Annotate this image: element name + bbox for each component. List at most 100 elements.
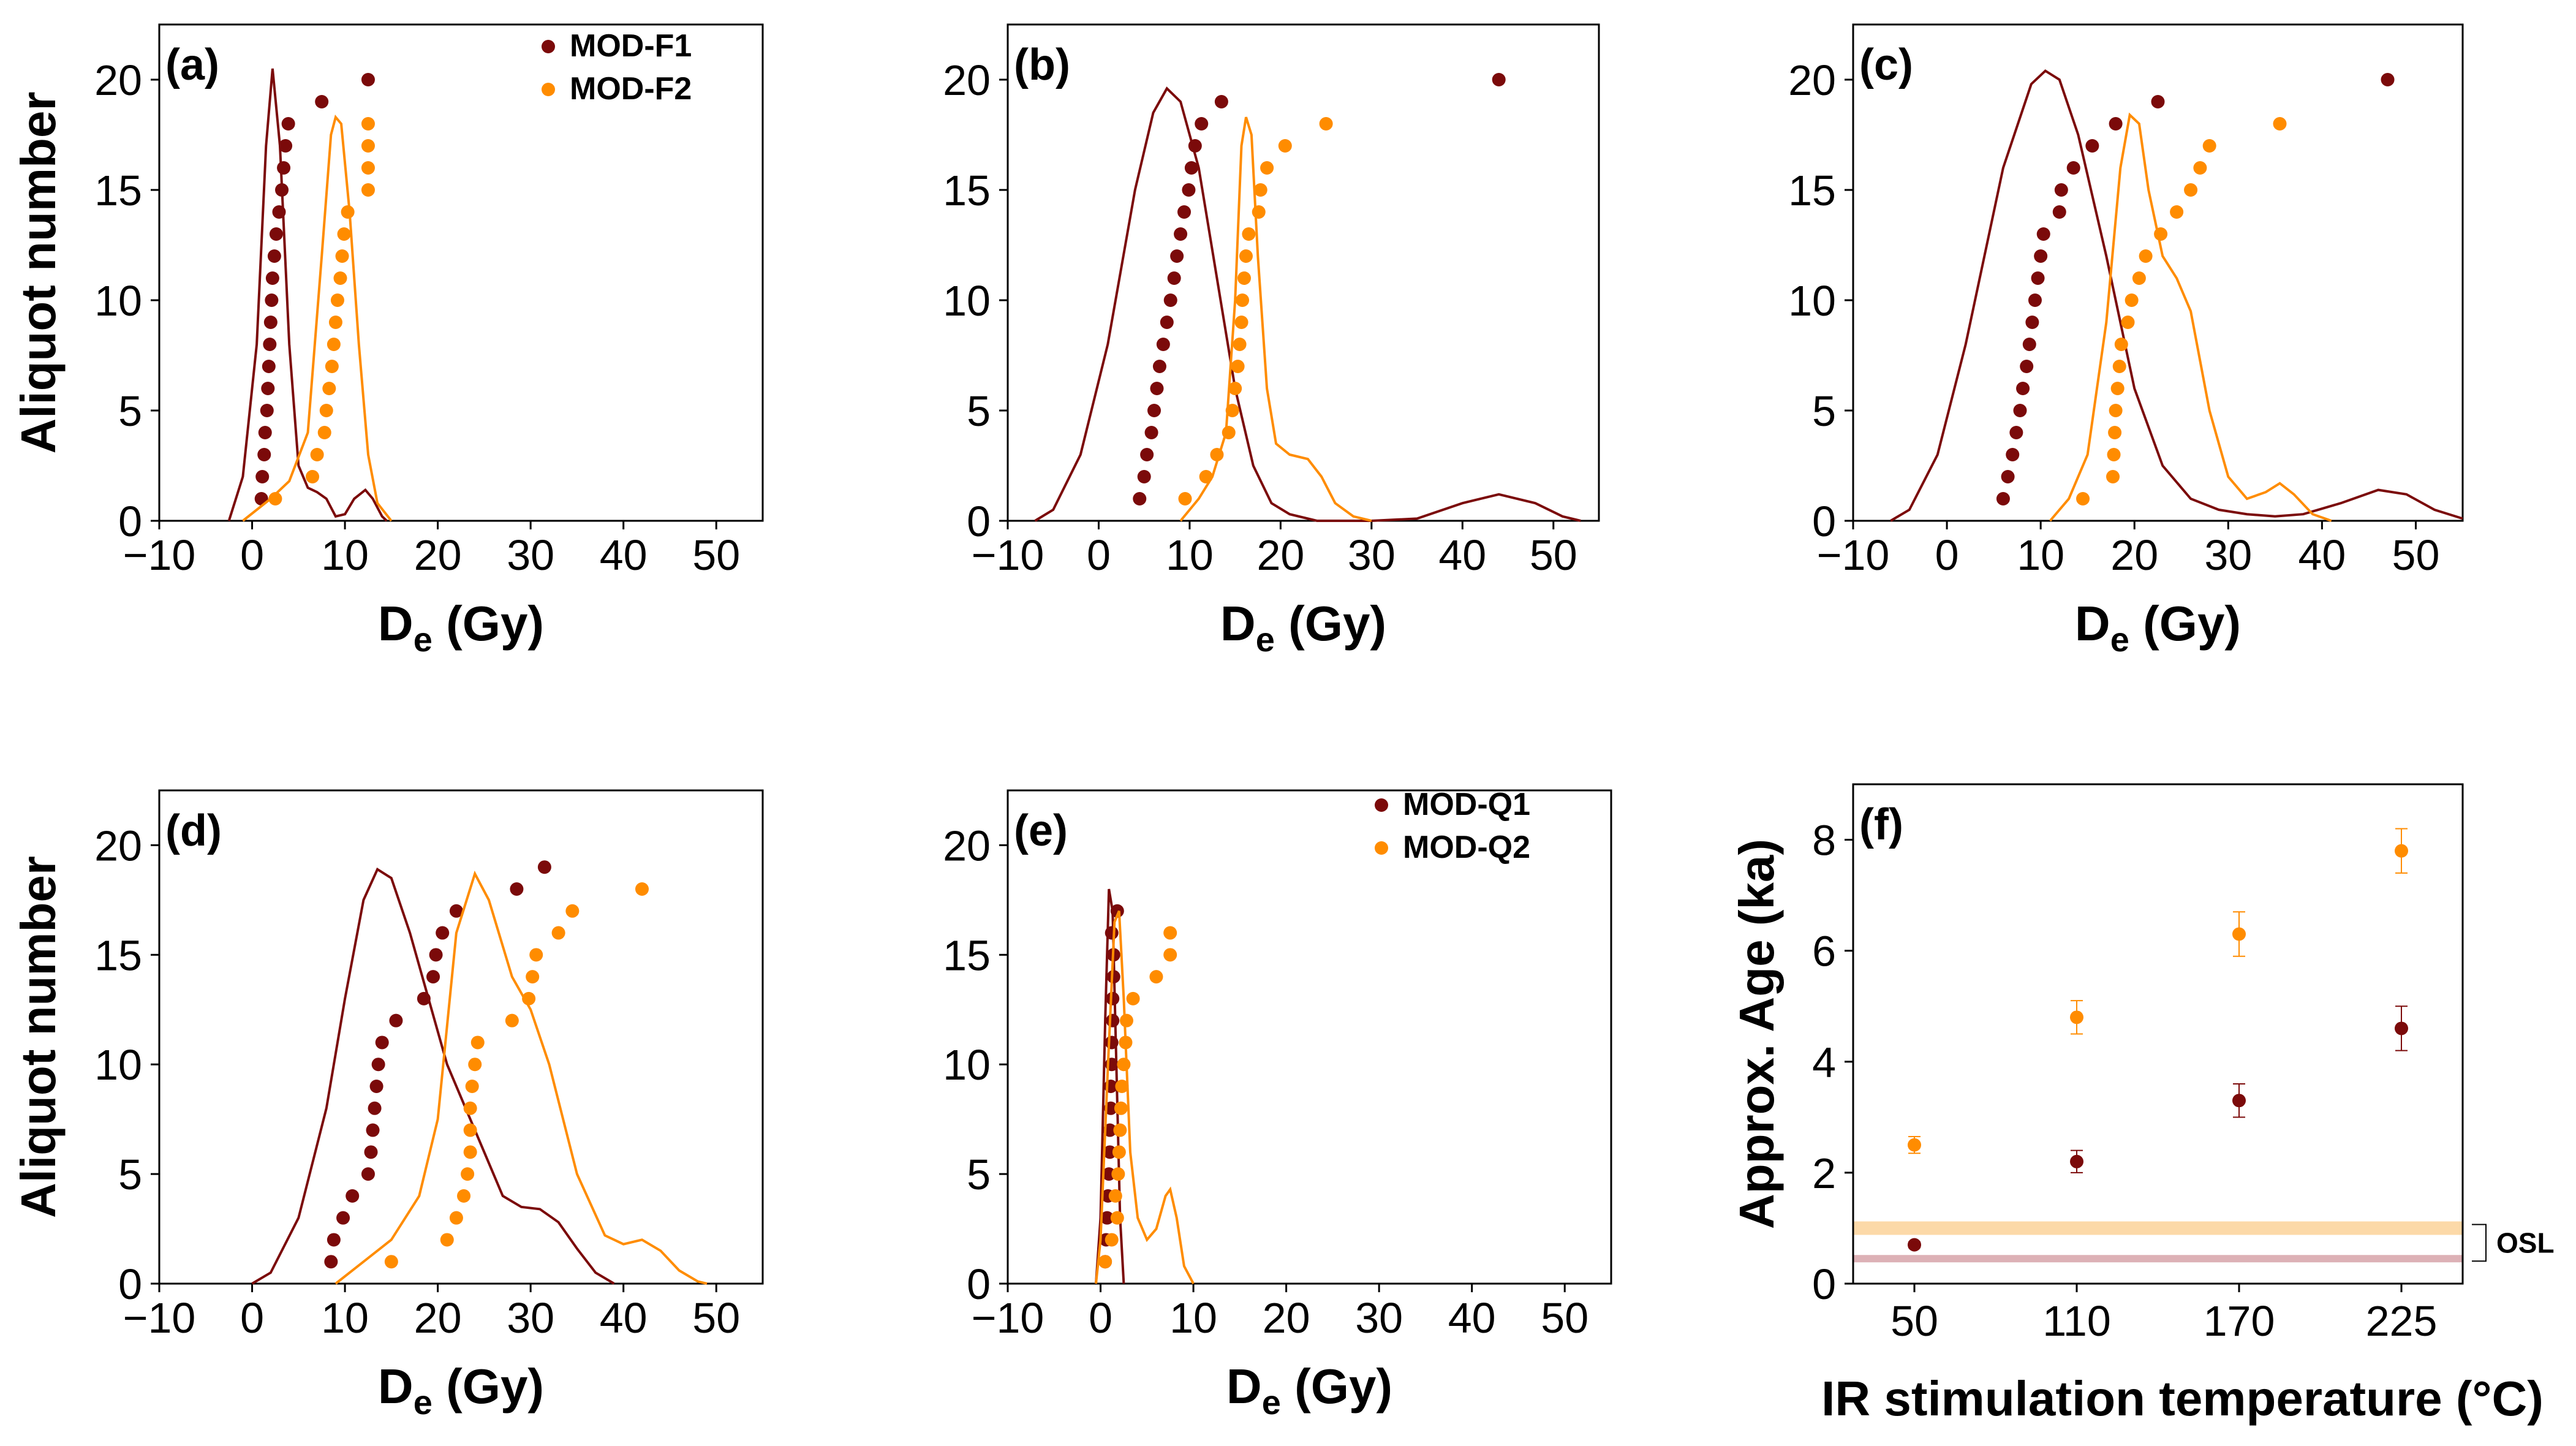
y-tick-label: 0 (967, 498, 991, 545)
data-point (361, 1167, 375, 1181)
data-point (1102, 1167, 1116, 1181)
x-tick-label: 0 (240, 1294, 264, 1342)
data-point (461, 1167, 475, 1181)
data-point (635, 882, 649, 896)
data-point (463, 1101, 477, 1115)
x-tick-label: −10 (1817, 531, 1890, 579)
x-tick-label: 30 (507, 531, 554, 579)
data-point (2151, 95, 2165, 108)
y-tick-label: 10 (1788, 277, 1836, 325)
x-tick-label: 10 (1166, 531, 1214, 579)
data-point (361, 183, 375, 197)
legend-label: MOD-F2 (570, 71, 692, 107)
data-point (2184, 183, 2198, 197)
x-tick-label: 40 (600, 531, 648, 579)
data-point (2125, 293, 2139, 307)
y-tick-label: 20 (94, 822, 142, 869)
plot-frame (1007, 789, 1612, 1285)
x-tick-label: 30 (2204, 531, 2252, 579)
data-point (2395, 1021, 2408, 1035)
data-point (310, 448, 324, 461)
data-point (260, 404, 274, 417)
data-point (2109, 117, 2123, 131)
data-point (341, 205, 355, 219)
data-point (1167, 271, 1181, 285)
data-point (1210, 448, 1224, 461)
data-point (1106, 970, 1120, 984)
data-point (1137, 470, 1151, 483)
data-point (1105, 1035, 1119, 1050)
density-curve-2 (1095, 910, 1195, 1284)
data-point (1234, 316, 1248, 329)
data-point (2020, 360, 2034, 373)
data-point (1237, 271, 1251, 285)
data-point (1111, 1167, 1125, 1181)
y-tick-label: 15 (94, 167, 142, 214)
data-point (505, 1013, 519, 1028)
data-point (1260, 161, 1274, 175)
data-point (333, 271, 347, 285)
x-tick-label: 0 (1089, 1294, 1112, 1342)
data-point (1110, 1211, 1124, 1225)
y-tick-label: 5 (1812, 387, 1836, 435)
data-point (327, 338, 341, 351)
data-point (449, 904, 463, 918)
data-point (2070, 1154, 2083, 1168)
x-tick-label: 40 (1448, 1294, 1496, 1342)
data-point (1278, 139, 1292, 153)
panel-label: (d) (165, 806, 222, 855)
data-point (417, 991, 431, 1005)
plot-frame (1852, 783, 2464, 1285)
data-point (537, 860, 551, 874)
y-axis-label: Aliquot number (11, 91, 66, 453)
density-curve-1 (227, 68, 388, 522)
data-point (2001, 470, 2015, 483)
y-tick-label: 0 (118, 498, 142, 545)
data-point (328, 316, 342, 329)
data-point (267, 249, 281, 263)
data-point (2232, 927, 2246, 941)
density-curve-2 (2049, 112, 2332, 522)
data-point (436, 926, 450, 940)
x-axis-label: De (Gy) (378, 1359, 544, 1421)
x-tick-label: 50 (692, 531, 740, 579)
data-point (2193, 161, 2207, 175)
x-tick-label: 0 (240, 531, 264, 579)
osl-band (1853, 1255, 2463, 1263)
data-point (1105, 926, 1119, 940)
data-point (1199, 470, 1213, 483)
density-curve-1 (1890, 69, 2463, 522)
data-point (265, 271, 279, 285)
data-point (366, 1123, 380, 1137)
data-point (1228, 382, 1242, 395)
data-point (346, 1189, 360, 1203)
data-point (1106, 1013, 1120, 1028)
y-tick-label: 4 (1812, 1039, 1836, 1086)
data-point (1242, 227, 1256, 241)
y-tick-label: 5 (967, 387, 991, 435)
x-tick-label: 225 (2366, 1297, 2438, 1345)
data-point (1149, 970, 1163, 984)
data-point (1177, 205, 1192, 219)
data-point (371, 1058, 385, 1072)
data-point (330, 293, 344, 307)
data-point (1113, 1123, 1127, 1137)
data-point (1163, 926, 1177, 940)
data-point (335, 249, 349, 263)
data-point (265, 293, 279, 307)
data-point (1106, 991, 1120, 1005)
data-point (317, 426, 331, 439)
legend-marker (542, 40, 555, 53)
data-point (2028, 293, 2042, 307)
data-point (463, 1123, 477, 1137)
data-point (2036, 227, 2050, 241)
x-axis-label: IR stimulation temperature (°C) (1821, 1371, 2544, 1426)
data-point (470, 1035, 485, 1050)
x-tick-label: 10 (1169, 1294, 1217, 1342)
data-point (2052, 205, 2066, 219)
data-point (2066, 161, 2080, 175)
data-point (277, 161, 291, 175)
data-point (1163, 293, 1177, 307)
